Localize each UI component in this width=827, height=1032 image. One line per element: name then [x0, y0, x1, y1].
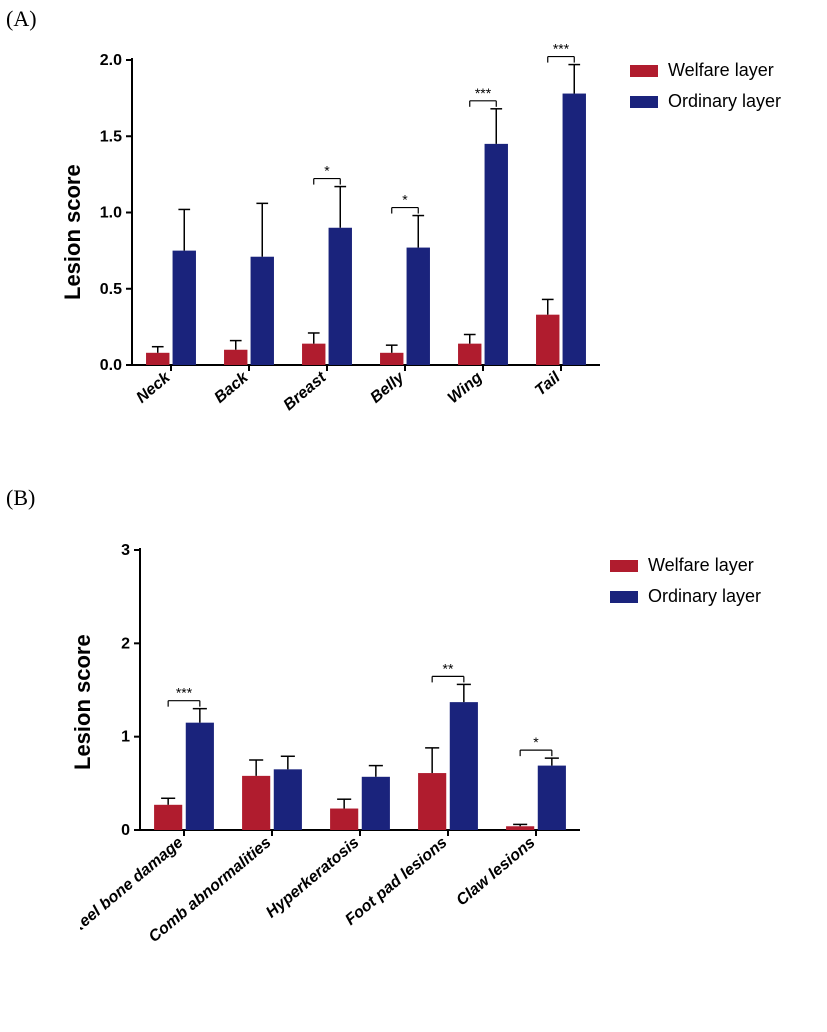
legend-swatch	[630, 96, 658, 108]
panel-b-chart: Lesion score 0123Keel bone damageComb ab…	[80, 520, 590, 1010]
svg-text:2.0: 2.0	[100, 52, 122, 69]
svg-text:Neck: Neck	[133, 368, 174, 406]
svg-text:Hyperkeratosis: Hyperkeratosis	[263, 834, 363, 921]
svg-text:***: ***	[475, 85, 492, 101]
svg-text:0.5: 0.5	[100, 281, 122, 298]
panel-a-ylabel: Lesion score	[60, 164, 86, 300]
panel-b-legend: Welfare layer Ordinary layer	[610, 555, 761, 617]
svg-text:1.0: 1.0	[100, 205, 122, 222]
svg-text:0: 0	[121, 822, 130, 839]
legend-label: Ordinary layer	[668, 91, 781, 112]
legend-label: Ordinary layer	[648, 586, 761, 607]
panel-a-chart: Lesion score 0.00.51.01.52.0NeckBackBrea…	[70, 30, 610, 450]
legend-item-ordinary: Ordinary layer	[630, 91, 781, 112]
panel-a-label: (A)	[6, 6, 37, 32]
legend-label: Welfare layer	[668, 60, 774, 81]
legend-swatch	[610, 591, 638, 603]
svg-text:1.5: 1.5	[100, 128, 122, 145]
legend-swatch	[610, 560, 638, 572]
svg-text:***: ***	[553, 41, 570, 57]
panel-a-legend: Welfare layer Ordinary layer	[630, 60, 781, 122]
panel-b-label: (B)	[6, 485, 35, 511]
legend-label: Welfare layer	[648, 555, 754, 576]
legend-item-welfare: Welfare layer	[630, 60, 781, 81]
svg-text:Wing: Wing	[445, 369, 486, 407]
svg-text:*: *	[402, 192, 408, 208]
svg-text:2: 2	[121, 635, 130, 652]
svg-text:Claw lesions: Claw lesions	[453, 834, 538, 909]
svg-text:Breast: Breast	[280, 369, 330, 414]
svg-text:Back: Back	[211, 368, 252, 406]
svg-text:1: 1	[121, 729, 130, 746]
legend-swatch	[630, 65, 658, 77]
svg-text:***: ***	[176, 685, 193, 701]
svg-text:**: **	[443, 660, 454, 676]
svg-text:0.0: 0.0	[100, 357, 122, 374]
svg-text:Tail: Tail	[532, 369, 564, 400]
panel-b-ylabel: Lesion score	[70, 634, 96, 770]
svg-text:Belly: Belly	[367, 368, 408, 406]
page: (A) Lesion score 0.0 0.5 1.0 1.5 2.0 Neck Back…	[0, 0, 827, 1032]
svg-text:3: 3	[121, 542, 130, 559]
svg-text:*: *	[324, 163, 330, 179]
svg-text:*: *	[533, 734, 539, 750]
legend-item-ordinary: Ordinary layer	[610, 586, 761, 607]
legend-item-welfare: Welfare layer	[610, 555, 761, 576]
